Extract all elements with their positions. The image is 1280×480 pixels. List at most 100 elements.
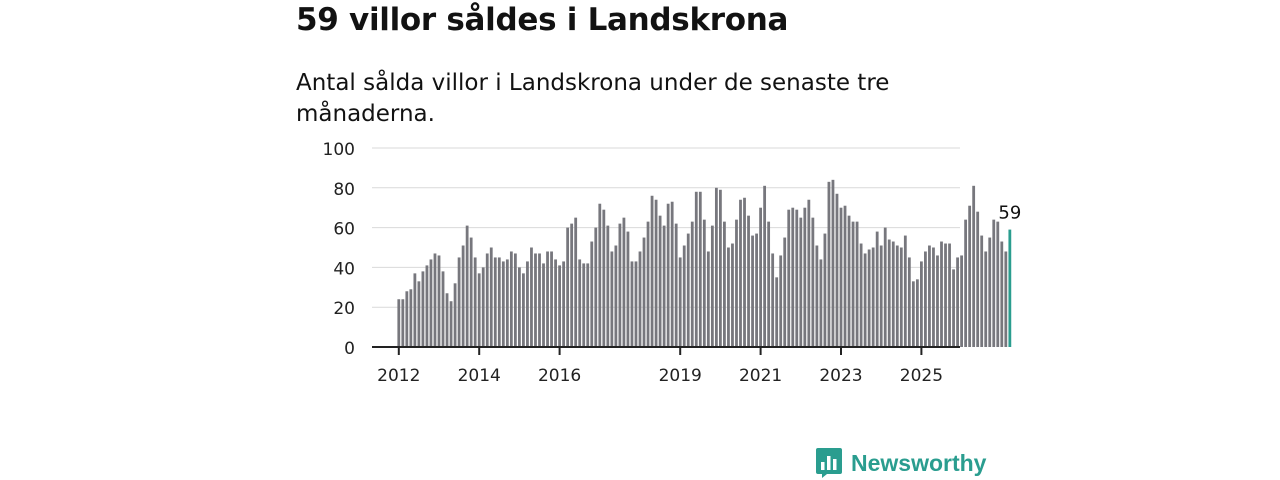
bar (638, 251, 642, 347)
bar (992, 219, 996, 347)
bar (469, 237, 473, 347)
bar (915, 279, 919, 347)
bar (429, 259, 433, 347)
bar (1000, 241, 1004, 347)
bar (445, 293, 449, 347)
bar (835, 193, 839, 347)
bar (940, 241, 943, 347)
brand-logo: Newsworthy (815, 446, 986, 480)
y-tick-label: 0 (344, 339, 355, 359)
bar (787, 209, 791, 347)
bar (932, 247, 935, 347)
bar (767, 221, 771, 347)
y-tick-label: 80 (333, 180, 355, 200)
bar (928, 245, 931, 347)
bar (397, 299, 401, 347)
bar (727, 247, 730, 347)
bar (811, 217, 815, 347)
bar (948, 243, 951, 347)
chart-title: 59 villor såldes i Landskrona (296, 2, 789, 38)
bar (956, 257, 959, 347)
bar (867, 249, 871, 347)
bar (763, 185, 767, 347)
bar-chart: 0 20 40 60 80 100 59 2012 2014 2016 2019 2021 2023 20… (323, 140, 1022, 386)
x-tick-label: 2025 (900, 366, 943, 386)
bar (485, 253, 489, 347)
bar (883, 227, 887, 347)
y-tick-label: 100 (323, 140, 355, 160)
bar (606, 225, 610, 347)
bar (437, 255, 441, 347)
bar (522, 273, 525, 347)
bar (574, 217, 578, 347)
bar (489, 247, 493, 347)
bar (409, 289, 413, 347)
brand-name: Newsworthy (851, 449, 987, 476)
bar (960, 255, 963, 347)
bar (702, 219, 706, 347)
bar (477, 273, 481, 347)
bar (670, 201, 674, 347)
bar (457, 257, 461, 347)
bar (590, 241, 594, 347)
bar (759, 207, 762, 347)
bar (554, 259, 557, 347)
bar (859, 243, 863, 347)
bar (441, 271, 445, 347)
bar (578, 259, 582, 347)
bar (421, 271, 425, 347)
bar (714, 187, 718, 347)
bar (598, 203, 602, 347)
bar (831, 179, 835, 347)
bar (775, 277, 779, 347)
bar (634, 261, 638, 347)
bar (755, 233, 758, 347)
bar (694, 191, 698, 347)
bar (513, 253, 517, 347)
x-tick-label: 2016 (538, 366, 581, 386)
bar (795, 209, 799, 347)
bar (642, 237, 646, 347)
bar (976, 211, 980, 347)
bar (710, 225, 714, 347)
bar (839, 207, 843, 347)
bar (417, 281, 421, 347)
bar (518, 267, 521, 347)
x-tick-label: 2014 (458, 366, 501, 386)
bar (586, 263, 590, 347)
bar (743, 197, 746, 347)
bar (698, 191, 702, 347)
bar (654, 199, 658, 347)
bar (815, 245, 819, 347)
bar (847, 215, 851, 347)
bar (658, 215, 662, 347)
bar (602, 209, 606, 347)
bar (911, 281, 915, 347)
bar (505, 259, 509, 347)
bar (497, 257, 501, 347)
bar (530, 247, 533, 347)
bar (433, 253, 437, 347)
bar (735, 219, 738, 347)
bar (771, 253, 775, 347)
bar (610, 251, 614, 347)
bar (807, 199, 811, 347)
bar (449, 301, 453, 347)
bar (686, 233, 690, 347)
bar (891, 241, 895, 347)
bar (481, 267, 485, 347)
bar (542, 263, 545, 347)
bar (674, 223, 678, 347)
bar (895, 245, 899, 347)
y-tick-label: 20 (333, 299, 355, 319)
bar (570, 223, 574, 347)
bar (980, 235, 984, 347)
bar (751, 235, 754, 347)
bar (920, 261, 923, 347)
bar (924, 251, 927, 347)
bar (626, 231, 630, 347)
bar (731, 243, 734, 347)
chart-subtitle: Antal sålda villor i Landskrona under de… (296, 70, 890, 127)
bar (630, 261, 634, 347)
bar (538, 253, 541, 347)
